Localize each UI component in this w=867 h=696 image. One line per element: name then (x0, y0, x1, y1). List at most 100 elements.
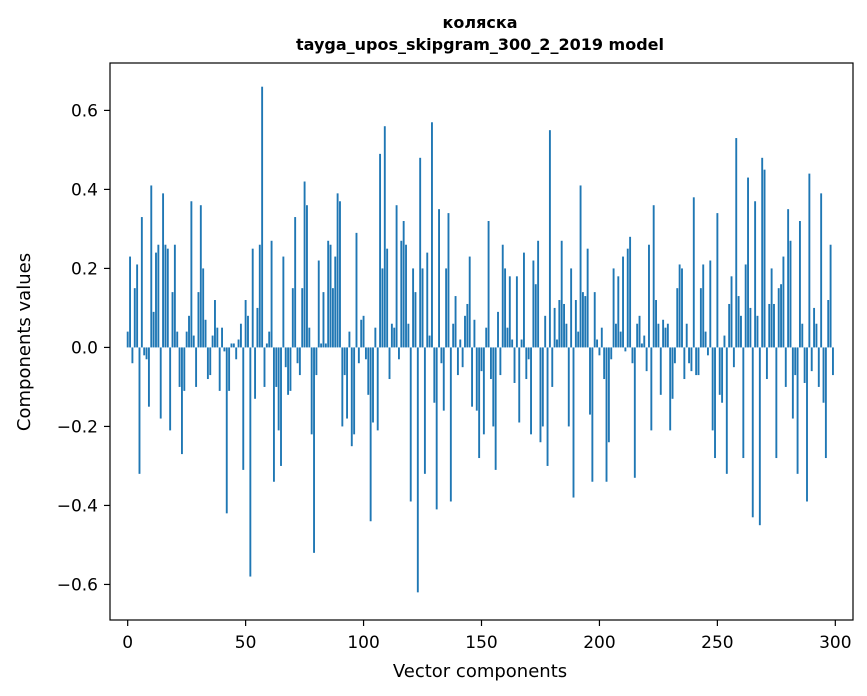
bar (782, 256, 785, 348)
bar (190, 201, 193, 348)
bar (244, 300, 247, 348)
bar (298, 347, 301, 376)
bar (827, 300, 830, 348)
bar (426, 252, 429, 348)
bar (400, 240, 403, 348)
bar (374, 327, 377, 348)
bar (572, 347, 575, 498)
bar (737, 296, 740, 348)
bar (438, 209, 440, 348)
bar (551, 347, 554, 387)
bar (758, 347, 761, 526)
bar (655, 300, 657, 348)
bar (714, 347, 716, 459)
bar (508, 276, 511, 348)
bar (301, 288, 304, 348)
bar (716, 213, 719, 348)
bar (322, 292, 325, 348)
bar (199, 205, 202, 348)
bar (626, 248, 629, 348)
bar (398, 347, 400, 360)
bar (275, 347, 278, 387)
bar (579, 185, 582, 348)
bar (164, 244, 167, 348)
bar (372, 347, 374, 423)
bar (159, 347, 162, 419)
bar (265, 343, 268, 348)
bar (289, 347, 292, 391)
bar (513, 347, 516, 383)
bar (515, 276, 518, 348)
bar (242, 347, 245, 470)
bar (287, 347, 290, 395)
y-tick-label: −0.2 (57, 417, 98, 437)
bar (393, 327, 396, 348)
x-axis-label: Vector components (393, 661, 567, 682)
chart-title: коляска (443, 13, 518, 32)
bar (520, 339, 523, 348)
bar (711, 347, 714, 431)
bar (428, 335, 431, 348)
bar (216, 327, 219, 348)
bar (798, 221, 801, 348)
bar (282, 256, 285, 348)
bar (622, 256, 624, 348)
bar (494, 347, 497, 470)
x-tick-label: 300 (819, 633, 851, 653)
bar (405, 244, 407, 348)
bar (247, 315, 249, 348)
bar (662, 319, 665, 348)
bar (723, 335, 726, 348)
bar (171, 292, 174, 348)
bar (331, 288, 334, 348)
bar (256, 307, 259, 348)
bar (379, 153, 382, 348)
bar (310, 347, 313, 435)
bar (416, 347, 419, 593)
bar (473, 319, 476, 348)
bar (633, 347, 636, 478)
bar (629, 236, 632, 348)
bar (202, 268, 205, 348)
bar (728, 303, 731, 348)
bar (162, 193, 165, 348)
bar (643, 335, 646, 348)
bar (527, 347, 530, 360)
bar (718, 347, 721, 395)
bar (761, 157, 764, 348)
bar (296, 347, 299, 364)
bar (376, 347, 379, 431)
bar (268, 331, 271, 348)
bar (152, 311, 155, 348)
bar (777, 288, 780, 348)
bar (603, 347, 606, 380)
bar (742, 347, 745, 459)
bar (791, 347, 794, 419)
bar (150, 185, 153, 348)
bar (497, 311, 499, 348)
bar (770, 268, 773, 348)
bar (206, 347, 209, 380)
bar (808, 173, 811, 348)
bar (586, 248, 589, 348)
bar (815, 323, 818, 348)
bar (129, 256, 131, 348)
bar (801, 323, 804, 348)
bar (131, 347, 134, 364)
bar (181, 347, 183, 455)
bar (407, 323, 410, 348)
bar (756, 315, 759, 348)
bar (419, 157, 422, 348)
bar (192, 335, 195, 348)
bar (598, 347, 601, 356)
bar (480, 347, 483, 372)
bar (560, 240, 563, 348)
bar (607, 347, 610, 443)
x-tick-label: 150 (465, 633, 497, 653)
bar (504, 268, 507, 348)
bar (423, 347, 426, 474)
x-tick-label: 100 (347, 633, 379, 653)
bar (709, 260, 712, 348)
bar (348, 331, 351, 348)
bar (178, 347, 181, 387)
